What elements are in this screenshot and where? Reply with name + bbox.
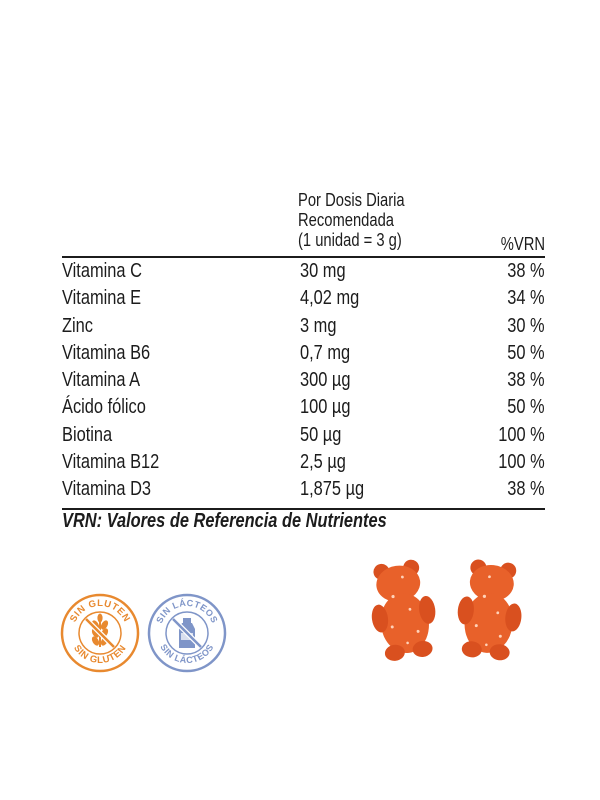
nutrient-vrn: 100 %	[498, 451, 545, 474]
nutrient-name: Vitamina C	[62, 260, 142, 282]
table-row: Vitamina E 4,02 mg 34 %	[62, 285, 545, 312]
table-body: Vitamina C 30 mg 38 % Vitamina E 4,02 mg 34 …	[62, 258, 545, 504]
table-header: Por Dosis Diaria Recomendada (1 unidad =…	[62, 190, 545, 258]
nutrient-amount: 50 µg	[300, 423, 342, 446]
table-row: Vitamina D3 1,875 µg 38 %	[62, 476, 545, 503]
nutrient-vrn: 34 %	[507, 287, 545, 310]
nutrient-name: Ácido fólico	[62, 396, 146, 419]
nutrient-amount: 2,5 µg	[300, 451, 346, 474]
table-row: Ácido fólico 100 µg 50 %	[62, 394, 545, 421]
milk-bottle-crossed-icon	[171, 617, 203, 649]
nutrient-amount: 3 mg	[300, 314, 337, 337]
nutrient-name: Zinc	[62, 314, 93, 337]
table-row: Vitamina B12 2,5 µg 100 %	[62, 449, 545, 476]
bear-gummy-icon	[371, 559, 436, 661]
nutrient-name: Vitamina B12	[62, 451, 160, 474]
nutrition-table: Por Dosis Diaria Recomendada (1 unidad =…	[62, 190, 545, 510]
nutrient-vrn: 30 %	[507, 314, 545, 337]
dose-header: Por Dosis Diaria Recomendada (1 unidad =…	[298, 190, 405, 250]
nutrient-amount: 4,02 mg	[300, 287, 360, 310]
nutrient-amount: 30 mg	[300, 260, 346, 282]
nutrient-vrn: 50 %	[507, 396, 545, 419]
dose-header-line-2: Recomendada	[298, 210, 395, 230]
nutrient-amount: 0,7 mg	[300, 341, 351, 364]
nutrient-name: Vitamina A	[62, 369, 141, 392]
vrn-footnote: VRN: Valores de Referencia de Nutrientes	[62, 510, 387, 532]
gluten-free-badge: SIN GLUTEN SIN GLUTEN	[60, 593, 140, 673]
table-row: Vitamina C 30 mg 38 %	[62, 258, 545, 285]
nutrient-amount: 100 µg	[300, 396, 351, 419]
nutrient-vrn: 38 %	[507, 260, 545, 282]
nutrient-vrn: 38 %	[507, 369, 545, 392]
nutrient-vrn: 38 %	[507, 478, 545, 501]
lactose-free-badge: SIN LÁCTEOS SIN LÁCTEOS	[147, 593, 227, 673]
vrn-header: %VRN	[500, 234, 545, 254]
nutrient-name: Biotina	[62, 423, 113, 446]
nutrient-name: Vitamina D3	[62, 478, 152, 501]
table-row: Vitamina A 300 µg 38 %	[62, 367, 545, 394]
dose-header-line-3: (1 unidad = 3 g)	[298, 230, 402, 250]
nutrient-name: Vitamina B6	[62, 341, 151, 364]
table-row: Zinc 3 mg 30 %	[62, 313, 545, 340]
nutrient-vrn: 100 %	[498, 423, 545, 446]
nutrient-name: Vitamina E	[62, 287, 142, 310]
table-bottom-rule	[62, 507, 545, 510]
wheat-crossed-icon	[84, 613, 116, 649]
nutrient-vrn: 50 %	[507, 341, 545, 364]
table-row: Biotina 50 µg 100 %	[62, 422, 545, 449]
bear-gummy-icon	[457, 559, 522, 661]
table-row: Vitamina B6 0,7 mg 50 %	[62, 340, 545, 367]
nutrient-amount: 1,875 µg	[300, 478, 365, 501]
nutrient-amount: 300 µg	[300, 369, 351, 392]
dose-header-line-1: Por Dosis Diaria	[298, 190, 405, 210]
